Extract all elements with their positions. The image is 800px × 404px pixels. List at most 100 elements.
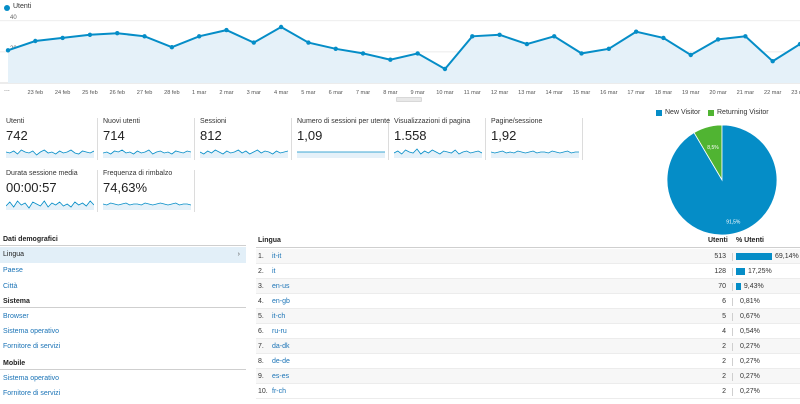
nav-item-mobile-sistema-operativo[interactable]: Sistema operativo — [3, 375, 60, 382]
data-point[interactable] — [388, 57, 393, 62]
metric-tile[interactable]: Utenti 742 — [6, 118, 98, 160]
metric-label: Nuovi utenti — [103, 118, 140, 125]
x-tick-label: 22 mar — [764, 90, 782, 96]
language-link[interactable]: it-it — [272, 253, 282, 260]
nav-item-paese[interactable]: Paese — [3, 267, 23, 274]
metric-label: Numero di sessioni per utente — [297, 118, 390, 125]
language-link[interactable]: de-de — [272, 358, 290, 365]
metric-tile[interactable]: Nuovi utenti 714 — [103, 118, 195, 160]
nav-item-mobile-fornitore-servizi[interactable]: Fornitore di servizi — [3, 390, 61, 397]
language-link[interactable]: it-ch — [272, 313, 286, 320]
chevron-right-icon: › — [237, 251, 240, 258]
header-utenti[interactable]: Utenti — [708, 237, 728, 244]
metric-sparkline — [6, 200, 94, 210]
data-point[interactable] — [524, 41, 530, 47]
data-point[interactable] — [251, 40, 256, 45]
pct-bar — [736, 268, 745, 275]
metric-value: 74,63% — [103, 180, 148, 195]
x-tick-label: 24 feb — [55, 90, 71, 96]
data-point[interactable] — [5, 48, 11, 53]
language-link[interactable]: da-dk — [272, 343, 290, 350]
metric-value: 714 — [103, 128, 125, 143]
language-link[interactable]: fr-ch — [272, 388, 286, 395]
data-point[interactable] — [743, 34, 748, 39]
row-index: 8. — [258, 358, 264, 365]
users-legend-label: Utenti — [13, 3, 32, 10]
language-link[interactable]: en-gb — [272, 298, 290, 305]
nav-item-citta[interactable]: Città — [3, 283, 18, 290]
language-link[interactable]: ru-ru — [272, 328, 287, 335]
data-point[interactable] — [470, 34, 475, 39]
metric-value: 1,92 — [491, 128, 517, 143]
data-point[interactable] — [33, 38, 38, 44]
data-point[interactable] — [87, 32, 93, 37]
language-link[interactable]: en-us — [272, 283, 290, 290]
pie-legend-new-label: New Visitor — [665, 109, 701, 116]
header-lingua[interactable]: Lingua — [258, 237, 281, 244]
data-point[interactable] — [60, 35, 65, 41]
data-point[interactable] — [442, 66, 448, 72]
language-link[interactable]: es-es — [272, 373, 290, 380]
y-tick-label: 40 — [10, 15, 17, 21]
data-point[interactable] — [661, 35, 666, 41]
data-point[interactable] — [797, 41, 800, 47]
data-point[interactable] — [278, 24, 284, 30]
metric-label: Frequenza di rimbalzo — [103, 170, 173, 177]
metric-value: 00:00:57 — [6, 180, 57, 195]
data-point[interactable] — [196, 34, 202, 39]
visitor-type-pie-chart[interactable]: 8,5% 91,5% — [666, 124, 778, 236]
metric-sparkline — [103, 202, 191, 210]
data-point[interactable] — [142, 34, 147, 39]
data-point[interactable] — [633, 29, 639, 34]
data-point[interactable] — [606, 46, 612, 51]
metric-tile[interactable]: Visualizzazioni di pagina 1.558 — [394, 118, 486, 160]
data-point[interactable] — [169, 45, 175, 50]
metric-tile[interactable]: Numero di sessioni per utente 1,09 — [297, 118, 390, 160]
x-tick-label: 26 feb — [109, 90, 125, 96]
pct-value: 0,81% — [740, 298, 760, 305]
metric-tile[interactable]: Frequenza di rimbalzo 74,63% — [103, 170, 195, 212]
data-point[interactable] — [688, 52, 693, 58]
metric-tile[interactable]: Sessioni 812 — [200, 118, 292, 160]
header-pct-utenti[interactable]: % Utenti — [736, 237, 764, 244]
data-point[interactable] — [415, 51, 420, 56]
metric-tile[interactable]: Durata sessione media 00:00:57 — [6, 170, 98, 212]
x-tick-label: 16 mar — [600, 90, 618, 96]
data-point[interactable] — [360, 51, 366, 56]
x-tick-label: 14 mar — [545, 90, 563, 96]
language-link[interactable]: it — [272, 268, 276, 275]
slice-percent-label: 91,5% — [726, 219, 741, 225]
data-point[interactable] — [333, 46, 338, 51]
table-row: 8. de-de 2 0,27% — [256, 354, 800, 369]
nav-item-lingua[interactable]: Lingua › — [0, 247, 246, 263]
metric-label: Sessioni — [200, 118, 227, 125]
metric-sparkline — [297, 151, 385, 158]
data-point[interactable] — [552, 34, 557, 39]
row-index: 1. — [258, 253, 264, 260]
data-point[interactable] — [224, 27, 229, 33]
row-index: 5. — [258, 313, 264, 320]
data-point[interactable] — [579, 51, 584, 56]
data-point[interactable] — [497, 32, 502, 37]
nav-item-fornitore-servizi[interactable]: Fornitore di servizi — [3, 343, 61, 350]
users-series-line — [7, 25, 800, 71]
x-tick-label: 20 mar — [709, 90, 727, 96]
nav-item-browser[interactable]: Browser — [3, 313, 29, 320]
nav-item-sistema-operativo[interactable]: Sistema operativo — [3, 328, 60, 335]
data-point[interactable] — [306, 40, 311, 45]
metric-sparkline — [6, 149, 94, 158]
row-index: 2. — [258, 268, 264, 275]
new-visitor-slice[interactable] — [666, 124, 778, 236]
chart-resize-handle[interactable] — [396, 97, 422, 102]
table-row: 3. en-us 70 9,43% — [256, 279, 800, 294]
metric-tile[interactable]: Pagine/sessione 1,92 — [491, 118, 583, 160]
pct-value: 0,54% — [740, 328, 760, 335]
cell-divider — [732, 358, 733, 366]
data-point[interactable] — [715, 37, 721, 42]
data-point[interactable] — [770, 59, 775, 64]
data-point[interactable] — [115, 31, 120, 36]
row-index: 9. — [258, 373, 264, 380]
table-row: 9. es-es 2 0,27% — [256, 369, 800, 384]
metric-value: 1.558 — [394, 128, 427, 143]
